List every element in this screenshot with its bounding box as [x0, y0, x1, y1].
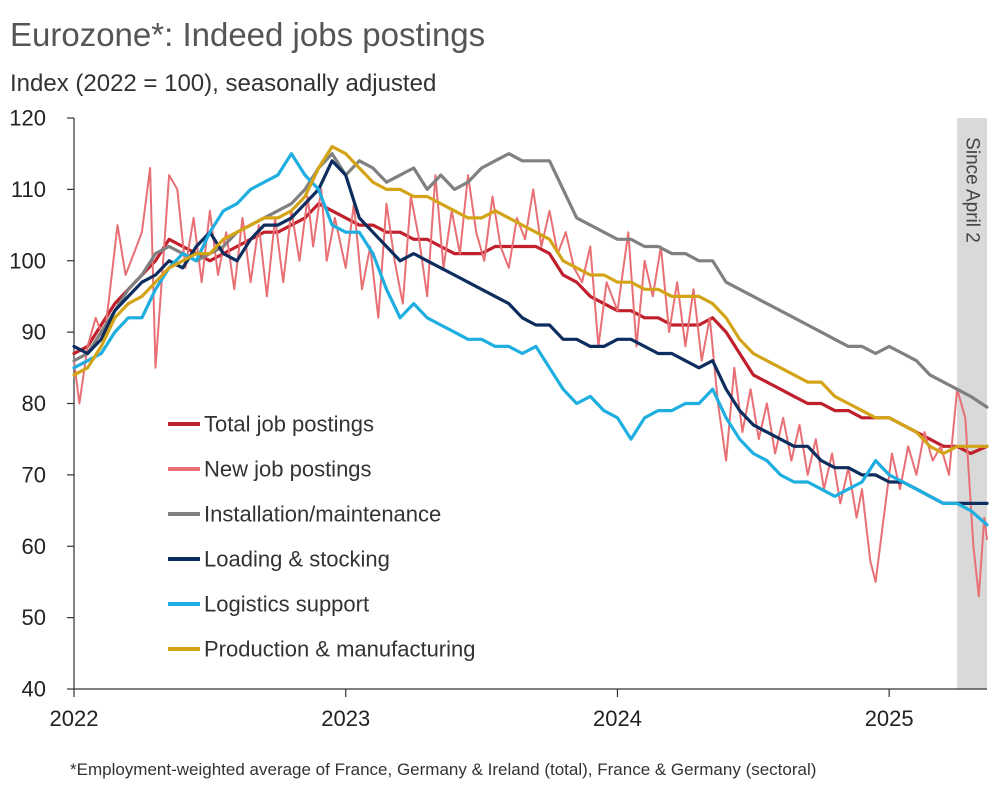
- legend-label-total-job-postings: Total job postings: [204, 412, 374, 437]
- x-tick-label: 2023: [321, 706, 370, 731]
- legend-label-production-manufacturing: Production & manufacturing: [204, 637, 476, 662]
- y-tick-label: 120: [9, 106, 46, 131]
- legend-label-loading-stocking: Loading & stocking: [204, 547, 390, 572]
- x-tick-label: 2024: [593, 706, 642, 731]
- series-line-production-manufacturing: [72, 145, 989, 456]
- chart-subtitle: Index (2022 = 100), seasonally adjusted: [10, 70, 437, 97]
- y-tick-label: 70: [22, 462, 46, 487]
- y-tick-label: 100: [9, 248, 46, 273]
- y-tick-label: 50: [22, 605, 46, 630]
- y-tick-label: 90: [22, 320, 46, 345]
- x-tick-label: 2022: [50, 706, 99, 731]
- x-tick-label: 2025: [865, 706, 914, 731]
- y-tick-label: 80: [22, 391, 46, 416]
- shaded-region-label: Since April 2: [962, 137, 983, 243]
- y-tick-label: 60: [22, 534, 46, 559]
- series-line-new-job-postings: [73, 167, 988, 598]
- legend-label-new-job-postings: New job postings: [204, 457, 372, 482]
- series-line-installation-maintenance: [72, 152, 989, 409]
- legend-label-installation-maintenance: Installation/maintenance: [204, 502, 441, 527]
- series-line-logistics-support: [72, 152, 989, 527]
- legend-label-logistics-support: Logistics support: [204, 592, 369, 617]
- y-tick-label: 40: [22, 677, 46, 702]
- series-line-loading-stocking: [72, 159, 989, 505]
- chart-footnote: *Employment-weighted average of France, …: [70, 760, 817, 779]
- chart-title: Eurozone*: Indeed jobs postings: [10, 16, 486, 53]
- y-tick-label: 110: [11, 177, 46, 202]
- series-line-total-job-postings: [72, 202, 989, 456]
